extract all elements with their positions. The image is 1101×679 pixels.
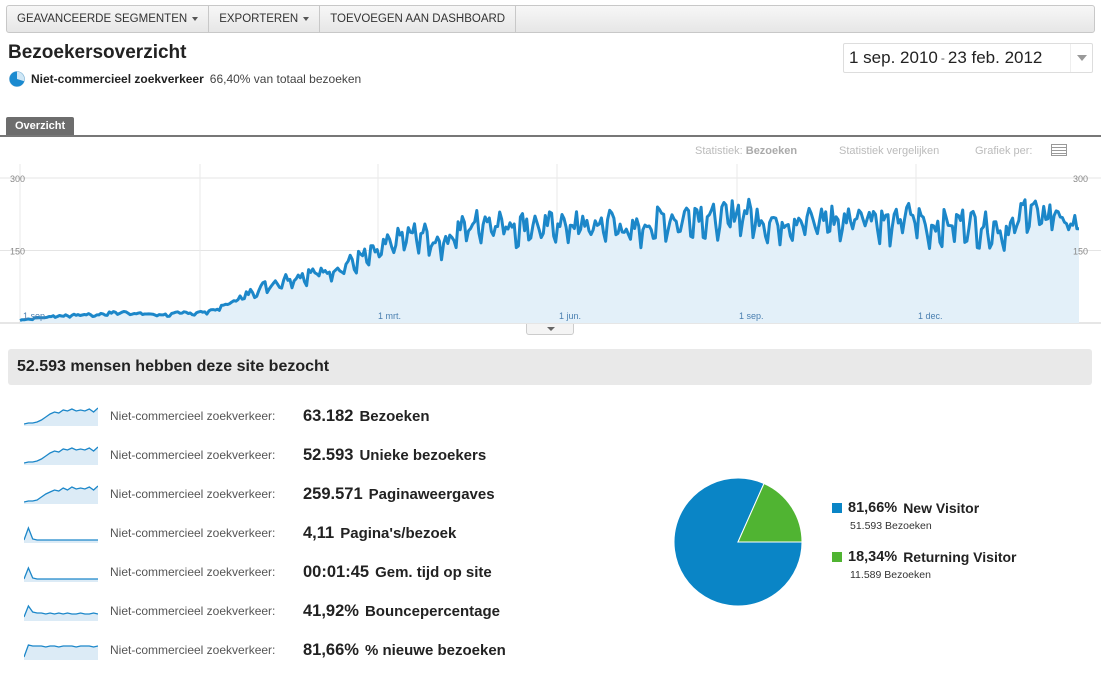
metric-row[interactable]: Niet-commercieel zoekverkeer: 52.593 Uniek… xyxy=(24,440,486,470)
metric-value: 52.593 xyxy=(303,445,354,464)
compare-metric-link[interactable]: Statistiek vergelijken xyxy=(839,145,940,157)
legend-new-visitor[interactable]: 81,66% New Visitor 51.593 Bezoeken xyxy=(832,500,979,532)
date-end: 23 feb. 2012 xyxy=(947,48,1043,67)
y-tick-label: 150 xyxy=(1073,247,1088,257)
segment-percentage: 66,40% van totaal bezoeken xyxy=(209,72,362,86)
date-dropdown-toggle[interactable] xyxy=(1070,44,1092,72)
returning-visitor-label: Returning Visitor xyxy=(903,549,1017,565)
tab-divider xyxy=(0,135,1101,137)
new-visitor-label: New Visitor xyxy=(903,500,980,516)
metric-segment-label: Niet-commercieel zoekverkeer: xyxy=(110,643,276,657)
series-area-bezoeken xyxy=(20,199,1079,323)
advanced-segments-label: GEAVANCEERDE SEGMENTEN xyxy=(17,13,188,25)
metric-sparkline xyxy=(24,644,98,660)
metric-value: 00:01:45 xyxy=(303,562,370,581)
x-tick-label: 1 sep. xyxy=(23,311,48,321)
legend-returning-visitor[interactable]: 18,34% Returning Visitor 11.589 Bezoeken xyxy=(832,549,1017,581)
export-button[interactable]: EXPORTEREN xyxy=(209,6,321,32)
x-tick-label: 1 dec. xyxy=(918,311,943,321)
segment-pie-icon xyxy=(9,71,25,87)
metric-sparkline xyxy=(24,566,98,582)
metric-segment-label: Niet-commercieel zoekverkeer: xyxy=(110,448,276,462)
metric-value: 4,11 xyxy=(303,523,335,542)
advanced-segments-button[interactable]: GEAVANCEERDE SEGMENTEN xyxy=(7,6,210,32)
visits-chart: 300 300 150 150 1 sep. 1 mrt. 1 jun. 1 sep. 1 de… xyxy=(0,164,1101,324)
chart-collapse-handle[interactable] xyxy=(526,324,574,335)
metric-label[interactable]: Paginaweergaves xyxy=(368,485,495,503)
metric-label[interactable]: % nieuwe bezoeken xyxy=(364,641,506,659)
metric-row[interactable]: Niet-commercieel zoekverkeer: 00:01:45 Gem… xyxy=(24,557,492,587)
metric-row[interactable]: Niet-commercieel zoekverkeer: 259.571 Pagi… xyxy=(24,479,495,509)
visitor-type-pie xyxy=(673,477,803,607)
y-tick-label: 150 xyxy=(10,247,25,257)
x-tick-label: 1 jun. xyxy=(559,311,581,321)
report-toolbar: GEAVANCEERDE SEGMENTEN EXPORTEREN TOEVOE… xyxy=(6,5,1095,33)
returning-visitor-pct: 18,34% xyxy=(848,549,898,565)
metric-segment-label: Niet-commercieel zoekverkeer: xyxy=(110,409,276,423)
metric-segment-label: Niet-commercieel zoekverkeer: xyxy=(110,526,276,540)
date-range-picker[interactable]: 1 sep. 2010 - 23 feb. 2012 xyxy=(843,43,1093,73)
metric-value: Bezoeken xyxy=(745,145,798,157)
metric-sparkline xyxy=(24,407,98,426)
metric-row[interactable]: Niet-commercieel zoekverkeer: 41,92% Bounc… xyxy=(24,596,500,626)
chevron-down-icon xyxy=(1076,55,1087,61)
series-line-bezoeken xyxy=(19,197,1079,322)
y-tick-label: 300 xyxy=(1073,174,1088,184)
chevron-down-icon xyxy=(303,17,310,21)
new-visitor-swatch xyxy=(832,503,842,513)
metric-label[interactable]: Pagina's/bezoek xyxy=(340,524,457,542)
metric-value: 259.571 xyxy=(303,484,363,503)
date-start: 1 sep. 2010 xyxy=(849,48,938,67)
new-visitor-pct: 81,66% xyxy=(848,500,898,516)
pie-slice-new-visitor xyxy=(673,477,803,607)
metric-selector[interactable]: Statistiek: Bezoeken xyxy=(695,145,797,157)
metric-prefix: Statistiek: xyxy=(695,145,743,157)
x-tick-label: 1 mrt. xyxy=(378,311,401,321)
metric-sparkline xyxy=(24,604,98,621)
metric-sparkline xyxy=(24,485,98,504)
metric-row[interactable]: Niet-commercieel zoekverkeer: 81,66% % nie… xyxy=(24,635,506,665)
metric-segment-label: Niet-commercieel zoekverkeer: xyxy=(110,565,276,579)
page-title: Bezoekersoverzicht xyxy=(8,42,187,63)
metric-label[interactable]: Bezoeken xyxy=(359,407,430,425)
metric-label[interactable]: Unieke bezoekers xyxy=(359,446,487,464)
y-tick-label: 300 xyxy=(10,174,25,184)
metric-row[interactable]: Niet-commercieel zoekverkeer: 4,11 Pagina'… xyxy=(24,518,456,548)
date-separator: - xyxy=(940,51,945,65)
add-to-dashboard-button[interactable]: TOEVOEGEN AAN DASHBOARD xyxy=(320,6,517,32)
export-label: EXPORTEREN xyxy=(219,13,299,25)
metric-label[interactable]: Gem. tijd op site xyxy=(375,563,492,581)
graph-by-label: Grafiek per: xyxy=(975,145,1033,157)
tab-overview[interactable]: Overzicht xyxy=(6,117,75,136)
metric-sparkline xyxy=(24,446,98,465)
metric-segment-label: Niet-commercieel zoekverkeer: xyxy=(110,487,276,501)
pie-slice-returning-visitor xyxy=(737,482,803,543)
metric-label[interactable]: Bouncepercentage xyxy=(364,602,501,620)
metric-value: 63.182 xyxy=(303,406,354,425)
metric-row[interactable]: Niet-commercieel zoekverkeer: 63.182 Bezoe… xyxy=(24,401,430,431)
segment-info: Niet-commercieel zoekverkeer 66,40% van … xyxy=(9,71,361,87)
metric-value: 81,66% xyxy=(303,640,359,659)
new-visitor-visits: 51.593 Bezoeken xyxy=(850,520,932,532)
graph-by-icon[interactable] xyxy=(1051,144,1067,156)
chevron-down-icon xyxy=(192,17,199,21)
metric-segment-label: Niet-commercieel zoekverkeer: xyxy=(110,604,276,618)
metric-sparkline xyxy=(24,526,98,543)
returning-visitor-visits: 11.589 Bezoeken xyxy=(850,569,931,581)
x-tick-label: 1 sep. xyxy=(739,311,764,321)
segment-name: Niet-commercieel zoekverkeer xyxy=(31,72,204,86)
summary-headline: 52.593 mensen hebben deze site bezocht xyxy=(8,349,1092,385)
returning-visitor-swatch xyxy=(832,552,842,562)
metric-value: 41,92% xyxy=(303,601,359,620)
add-to-dashboard-label: TOEVOEGEN AAN DASHBOARD xyxy=(330,13,506,25)
